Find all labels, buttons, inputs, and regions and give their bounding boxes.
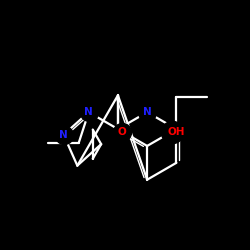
Text: N: N bbox=[143, 107, 152, 117]
Text: N: N bbox=[59, 130, 68, 140]
Text: OH: OH bbox=[168, 126, 185, 136]
Text: N: N bbox=[84, 107, 93, 117]
Text: O: O bbox=[118, 126, 127, 136]
